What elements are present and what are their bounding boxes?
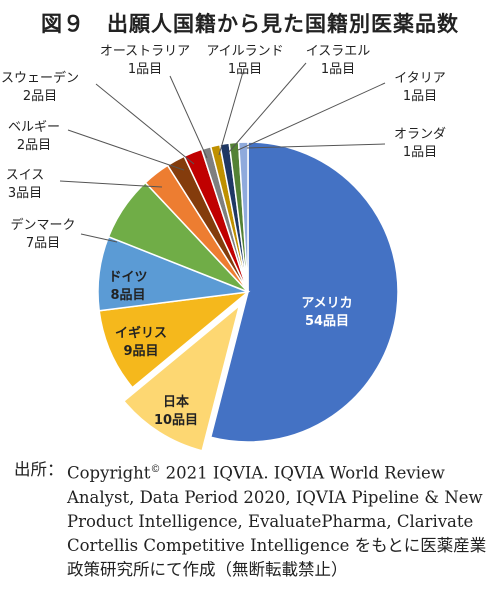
slice-value-13: 1品目 xyxy=(403,145,437,160)
slice-value-2: 10品目 xyxy=(154,413,198,428)
slice-value-1: 54品目 xyxy=(305,314,349,329)
leader-line-11 xyxy=(228,62,307,153)
slice-label-7: ベルギー xyxy=(8,120,60,135)
slice-value-11: 1品目 xyxy=(321,62,355,77)
source-text: Copyright© 2021 IQVIA. IQVIA World Revie… xyxy=(67,458,494,582)
slice-label-13: オランダ xyxy=(394,127,446,142)
slice-value-4: 8品目 xyxy=(110,288,145,303)
source-note: 出所： Copyright© 2021 IQVIA. IQVIA World R… xyxy=(14,458,494,582)
slice-label-4: ドイツ xyxy=(108,270,147,285)
chart-title: 図９ 出願人国籍から見た国籍別医薬品数 xyxy=(41,12,459,36)
leader-line-5 xyxy=(80,233,118,243)
leader-line-13 xyxy=(246,143,386,149)
leader-line-9 xyxy=(169,75,208,159)
slice-value-7: 2品目 xyxy=(17,138,51,153)
slice-value-5: 7品目 xyxy=(26,236,60,251)
slice-label-6: スイス xyxy=(6,168,45,183)
slice-label-9: オーストラリア xyxy=(100,44,190,59)
slice-value-3: 9品目 xyxy=(123,344,158,359)
slice-label-3: イギリス xyxy=(115,325,167,341)
copyright-mark: © xyxy=(150,464,161,475)
slice-label-8: スウェーデン xyxy=(1,70,79,86)
leader-line-12 xyxy=(237,82,386,151)
slice-value-9: 1品目 xyxy=(128,62,162,77)
pie-slice-2 xyxy=(122,303,241,452)
pie-slice-3 xyxy=(98,290,251,389)
pie-slice-1 xyxy=(209,141,399,443)
leader-line-10 xyxy=(218,71,244,156)
slice-label-2: 日本 xyxy=(163,394,189,410)
slice-value-8: 2品目 xyxy=(23,89,57,104)
slice-value-10: 1品目 xyxy=(228,62,262,77)
slice-label-11: イスラエル xyxy=(306,44,371,59)
slice-label-12: イタリア xyxy=(394,71,445,86)
slice-label-5: デンマーク xyxy=(10,217,75,233)
copyright-word: Copyright xyxy=(67,463,151,483)
leader-line-8 xyxy=(95,83,195,165)
slice-value-12: 1品目 xyxy=(403,89,437,104)
source-prefix: 出所： xyxy=(14,460,64,479)
leader-line-7 xyxy=(67,129,185,171)
leader-line-6 xyxy=(59,180,163,188)
pie-slice-13 xyxy=(237,141,249,293)
slice-label-10: アイルランド xyxy=(206,44,283,59)
slice-label-1: アメリカ xyxy=(301,296,352,311)
slice-value-6: 3品目 xyxy=(8,186,42,201)
source-body-text: 2021 IQVIA. IQVIA World Review Analyst, … xyxy=(67,463,487,579)
